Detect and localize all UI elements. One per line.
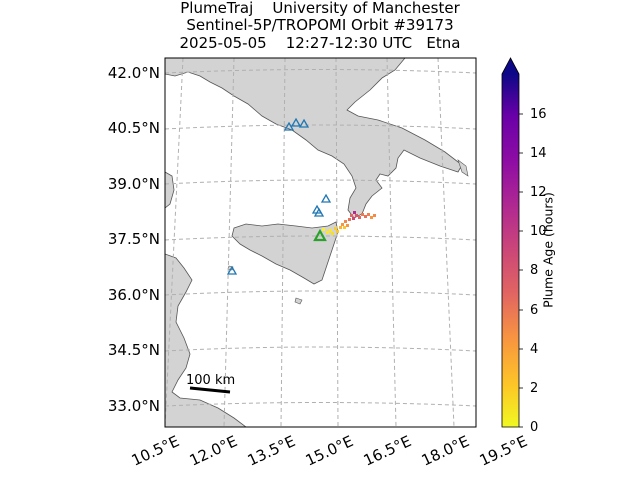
lat-label: 40.5°N [107,119,160,137]
map-area [165,58,476,427]
lat-label: 33.0°N [107,397,160,415]
colorbar-tick-label: 2 [530,381,539,396]
plume [322,211,376,235]
title-line-3: 2025-05-05 12:27-12:30 UTC Etna [179,34,461,52]
colorbar-tick-label: 14 [530,146,547,161]
etna-source-marker [313,228,327,242]
lat-label: 42.0°N [107,64,160,82]
map-frame [164,57,477,428]
colorbar-tick-label: 8 [530,263,539,278]
volcano-marker [298,118,310,128]
colorbar-gradient [502,74,519,427]
malta-land [294,297,303,305]
scale-bar-label: 100 km [186,373,236,388]
scale-bar [189,386,231,394]
lat-label: 34.5°N [107,341,160,359]
sicily-land [231,221,339,285]
volcano-marker [313,207,325,217]
colorbar-tick-label: 16 [530,107,547,122]
lat-label: 37.5°N [107,230,160,248]
colorbar-tick-marks [519,113,523,428]
colorbar-extend-arrow [502,58,519,74]
volcano-marker [290,117,302,127]
corfu-land [457,159,469,177]
title-line-1: PlumeTraj University of Manchester [180,0,460,17]
colorbar-tick-label: 6 [530,303,539,318]
graticule [165,58,476,427]
sardinia-land [165,171,175,209]
italy-land [165,58,463,219]
volcano-marker [226,265,238,275]
colorbar-tick-label: 12 [530,185,547,200]
lat-label: 36.0°N [107,286,160,304]
lat-label: 39.0°N [107,175,160,193]
colorbar-tick-label: 10 [530,224,547,239]
volcano-markers [226,117,332,275]
colorbar-tick-label: 4 [530,342,539,357]
title-line-2: Sentinel-5P/TROPOMI Orbit #39173 [186,16,454,34]
volcano-marker [320,193,332,203]
colorbar-label: Plume Age (hours) [540,192,556,308]
colorbar-tick-label: 0 [530,420,539,435]
colorbar-frame [501,57,520,428]
africa-land [165,253,247,427]
